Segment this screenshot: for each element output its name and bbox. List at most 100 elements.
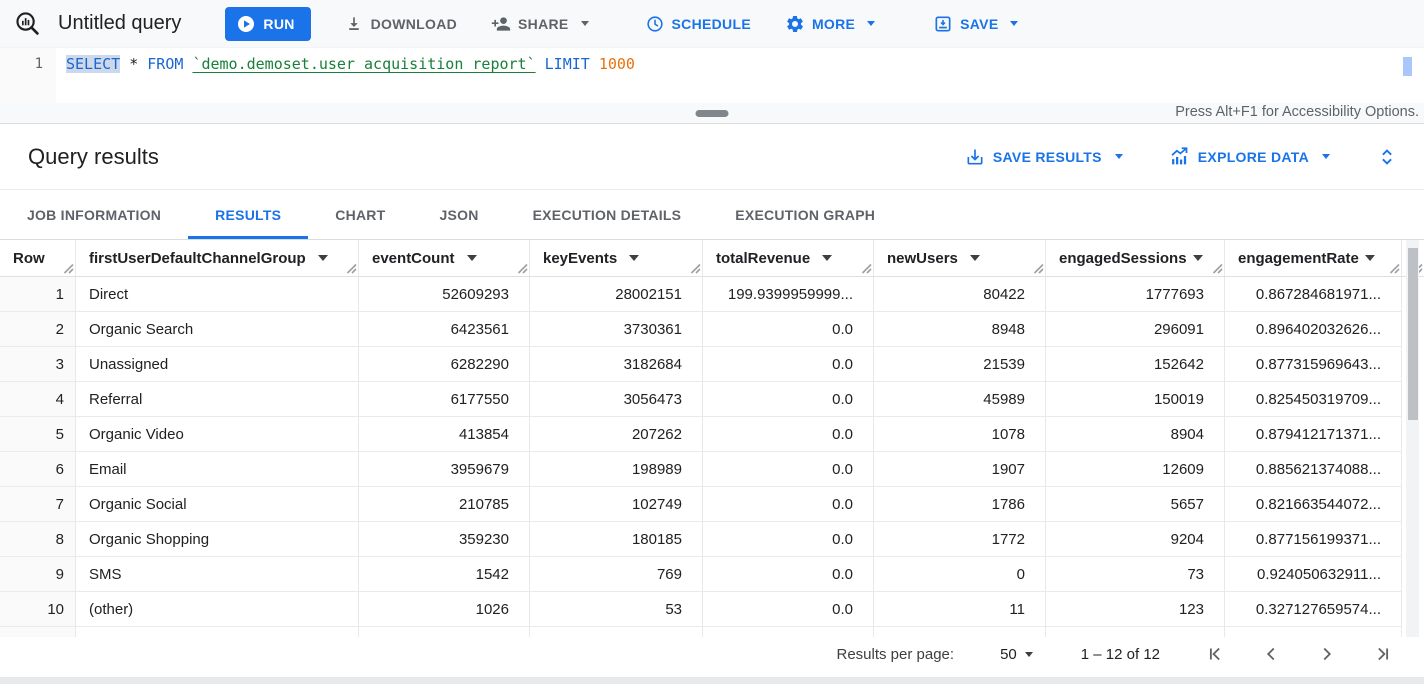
column-header-engagedSessions[interactable]: engagedSessions <box>1046 240 1225 276</box>
scrollbar-track[interactable] <box>0 677 1424 684</box>
column-header-newUsers[interactable]: newUsers <box>874 240 1046 276</box>
row-number-cell: 7 <box>0 487 76 522</box>
column-header-firstUserDefaultChannelGroup[interactable]: firstUserDefaultChannelGroup <box>76 240 359 276</box>
column-resize-grip-icon[interactable] <box>690 263 701 274</box>
tab-job-information[interactable]: JOB INFORMATION <box>27 206 162 223</box>
download-button[interactable]: DOWNLOAD <box>327 6 474 42</box>
column-resize-grip-icon[interactable] <box>1033 263 1044 274</box>
sql-code-line[interactable]: SELECT * FROM `demo.demoset.user_acquisi… <box>66 55 635 73</box>
engagement-rate-cell: 0.877156199371... <box>1225 522 1402 557</box>
table-vertical-scrollbar[interactable] <box>1406 240 1419 637</box>
more-button[interactable]: MORE <box>768 6 892 42</box>
table-row[interactable]: 4 Referral 6177550 3056473 0.0 45989 150… <box>0 382 1424 417</box>
column-header-keyEvents[interactable]: keyEvents <box>530 240 703 276</box>
previous-page-icon[interactable] <box>1260 643 1282 665</box>
query-toolbar: Untitled query RUN DOWNLOAD SHARE <box>0 0 1424 48</box>
new-users-cell: 1078 <box>874 417 1046 452</box>
event-count-cell: 413854 <box>359 417 530 452</box>
results-table: Row firstUserDefaultChannelGroup eventCo… <box>0 240 1424 637</box>
clock-icon <box>646 15 663 32</box>
column-menu-icon[interactable] <box>466 255 477 261</box>
pagination-controls <box>1204 643 1394 665</box>
query-title: Untitled query <box>58 12 182 34</box>
sql-table-reference[interactable]: `demo.demoset.user_acquisition_report` <box>192 55 536 73</box>
table-row[interactable]: 2 Organic Search 6423561 3730361 0.0 894… <box>0 312 1424 347</box>
engagement-rate-cell: 0.327127659574... <box>1225 592 1402 627</box>
channel-cell: Organic Search <box>76 312 359 347</box>
table-row[interactable]: 5 Organic Video 413854 207262 0.0 1078 8… <box>0 417 1424 452</box>
results-per-page-label: Results per page: <box>836 645 955 663</box>
total-revenue-cell: 0.0 <box>703 417 874 452</box>
tab-chart[interactable]: CHART <box>335 206 386 223</box>
table-row[interactable]: 11 Paid Social 997 134 0.0 0 0 1.0 <box>0 627 1424 637</box>
column-header-totalRevenue[interactable]: totalRevenue <box>703 240 874 276</box>
event-count-cell: 359230 <box>359 522 530 557</box>
event-count-cell: 3959679 <box>359 452 530 487</box>
column-header-row: Row <box>0 240 76 276</box>
key-events-cell: 53 <box>530 592 703 627</box>
column-menu-icon[interactable] <box>1364 255 1375 261</box>
channel-cell: Direct <box>76 277 359 312</box>
total-revenue-cell: 199.9399959999... <box>703 277 874 312</box>
key-events-cell: 180185 <box>530 522 703 557</box>
column-menu-icon[interactable] <box>822 255 833 261</box>
first-page-icon[interactable] <box>1204 643 1226 665</box>
engagement-rate-cell: 0.879412171371... <box>1225 417 1402 452</box>
column-resize-grip-icon[interactable] <box>861 263 872 274</box>
table-row[interactable]: 10 (other) 1026 53 0.0 11 123 0.32712765… <box>0 592 1424 627</box>
column-header-engagementRate[interactable]: engagementRate <box>1225 240 1402 276</box>
save-icon <box>935 16 951 31</box>
explore-data-button[interactable]: EXPLORE DATA <box>1169 146 1330 167</box>
tab-execution-graph[interactable]: EXECUTION GRAPH <box>735 206 876 223</box>
column-resize-grip-icon[interactable] <box>517 263 528 274</box>
tab-json[interactable]: JSON <box>439 206 479 223</box>
engaged-sessions-cell: 5657 <box>1046 487 1225 522</box>
tab-results[interactable]: RESULTS <box>188 190 308 239</box>
next-page-icon[interactable] <box>1316 643 1338 665</box>
scrollbar-thumb[interactable] <box>1407 248 1418 420</box>
column-menu-icon[interactable] <box>969 255 980 261</box>
table-row[interactable]: 7 Organic Social 210785 102749 0.0 1786 … <box>0 487 1424 522</box>
table-horizontal-scrollbar[interactable] <box>0 671 1424 685</box>
save-button[interactable]: SAVE <box>916 6 1035 42</box>
column-menu-icon[interactable] <box>1192 255 1203 261</box>
last-page-icon[interactable] <box>1372 643 1394 665</box>
table-row[interactable]: 8 Organic Shopping 359230 180185 0.0 177… <box>0 522 1424 557</box>
editor-scrollbar-thumb[interactable] <box>1403 57 1412 76</box>
engaged-sessions-cell: 0 <box>1046 627 1225 637</box>
download-icon <box>348 16 359 30</box>
collapse-expand-icon[interactable] <box>1376 145 1398 169</box>
table-row[interactable]: 9 SMS 1542 769 0.0 0 73 0.924050632911..… <box>0 557 1424 592</box>
sql-editor[interactable]: 1 SELECT * FROM `demo.demoset.user_acqui… <box>0 48 1424 124</box>
column-resize-grip-icon[interactable] <box>1389 263 1400 274</box>
event-count-cell: 6282290 <box>359 347 530 382</box>
line-number: 1 <box>34 56 43 72</box>
key-events-cell: 769 <box>530 557 703 592</box>
column-menu-icon[interactable] <box>629 255 640 261</box>
table-row[interactable]: 3 Unassigned 6282290 3182684 0.0 21539 1… <box>0 347 1424 382</box>
page-size-select[interactable]: 50 <box>1000 646 1033 663</box>
table-row[interactable]: 6 Email 3959679 198989 0.0 1907 12609 0.… <box>0 452 1424 487</box>
column-header-eventCount[interactable]: eventCount <box>359 240 530 276</box>
column-menu-icon[interactable] <box>317 255 328 261</box>
column-resize-grip-icon[interactable] <box>1212 263 1223 274</box>
schedule-button[interactable]: SCHEDULE <box>628 6 768 42</box>
engagement-rate-cell: 0.877315969643... <box>1225 347 1402 382</box>
channel-cell: Organic Social <box>76 487 359 522</box>
event-count-cell: 6177550 <box>359 382 530 417</box>
save-results-button[interactable]: SAVE RESULTS <box>965 147 1123 167</box>
run-button[interactable]: RUN <box>225 6 311 41</box>
total-revenue-cell: 0.0 <box>703 347 874 382</box>
chevron-down-icon <box>1010 21 1019 26</box>
panel-resize-handle[interactable] <box>695 110 729 117</box>
row-number-cell: 10 <box>0 592 76 627</box>
table-row[interactable]: 1 Direct 52609293 28002151 199.939995999… <box>0 277 1424 312</box>
engaged-sessions-cell: 152642 <box>1046 347 1225 382</box>
column-resize-grip-icon[interactable] <box>346 263 357 274</box>
row-number-cell: 9 <box>0 557 76 592</box>
new-users-cell: 1772 <box>874 522 1046 557</box>
tab-execution-details[interactable]: EXECUTION DETAILS <box>532 206 682 223</box>
column-resize-grip-icon[interactable] <box>63 263 74 274</box>
share-button[interactable]: SHARE <box>474 6 606 42</box>
row-number-cell: 8 <box>0 522 76 557</box>
